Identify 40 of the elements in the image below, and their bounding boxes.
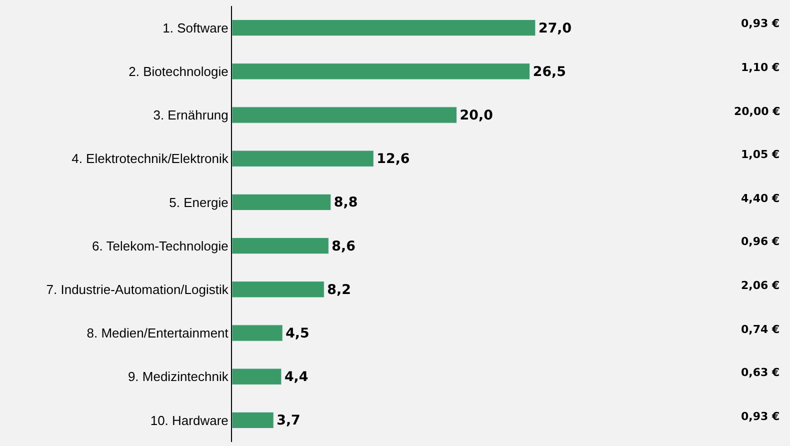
bar — [232, 281, 324, 298]
text: 4,40 € — [741, 192, 780, 205]
y-tick-label: 3. Ernährung — [153, 108, 228, 123]
text: 0,96 € — [741, 235, 780, 248]
y-tick-label: 1. Software — [162, 20, 228, 36]
data-label: 4,4 — [284, 370, 308, 386]
text: 1,10 € — [741, 61, 780, 74]
text: 0,93 € — [741, 410, 780, 423]
text: 0,74 € — [741, 323, 780, 336]
data-label: 8,8 — [334, 196, 358, 211]
y-tick-label: 7. Industrie-Automation/Logistik — [46, 282, 229, 297]
data-label: 4,5 — [286, 326, 310, 342]
y-tick-label: 2. Biotechnologie — [128, 64, 228, 79]
data-label: 12,6 — [376, 152, 410, 168]
text: 0,93 € — [741, 17, 780, 30]
text: 0,63 € — [741, 366, 780, 379]
y-tick-label: 8. Medien/Entertainment — [86, 326, 229, 341]
text: 1,05 € — [741, 148, 780, 161]
data-label: 26,5 — [532, 64, 566, 80]
text: 2,06 € — [741, 279, 780, 292]
bar — [232, 194, 332, 211]
bar — [232, 237, 329, 254]
data-label: 20,0 — [460, 108, 493, 124]
bar — [232, 106, 458, 124]
bar — [232, 19, 536, 36]
data-label: 8,2 — [327, 282, 351, 298]
y-tick-label: 6. Telekom-Technologie — [92, 238, 228, 254]
bar — [232, 368, 282, 385]
bar — [232, 412, 274, 429]
y-tick-label: 10. Hardware — [150, 412, 228, 428]
data-label: 8,6 — [332, 239, 356, 254]
bar — [232, 63, 530, 80]
text: 20,00 € — [734, 105, 780, 118]
y-tick-label: 4. Elektrotechnik/Elektronik — [72, 151, 229, 166]
bar — [232, 150, 374, 167]
y-tick-label: 5. Energie — [169, 194, 228, 210]
bar — [232, 324, 283, 342]
data-label: 27,0 — [538, 21, 572, 36]
data-label: 3,7 — [276, 414, 300, 429]
y-tick-label: 9. Medizintechnik — [128, 369, 229, 384]
